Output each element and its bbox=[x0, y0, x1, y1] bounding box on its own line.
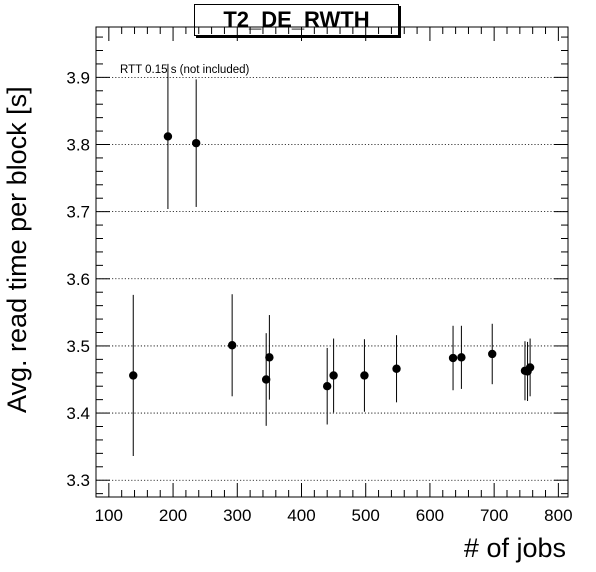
y-tick-label: 3.3 bbox=[66, 471, 90, 490]
x-axis-title: # of jobs bbox=[464, 533, 566, 563]
tick-labels: 3.3 3.4 3.5 3.6 3.7 3.8 3.9 100 200 300 400 500 600 7… bbox=[66, 68, 572, 525]
data-point bbox=[129, 371, 138, 380]
y-tick-label: 3.8 bbox=[66, 136, 90, 155]
y-tick-label: 3.4 bbox=[66, 404, 90, 423]
data-point bbox=[322, 382, 332, 391]
y-tick-label: 3.6 bbox=[66, 270, 90, 289]
chart-title: T2_DE_RWTH bbox=[194, 4, 399, 36]
data-point bbox=[360, 371, 369, 380]
plot-frame bbox=[95, 26, 569, 498]
data-point bbox=[191, 138, 201, 148]
x-tick-label: 300 bbox=[223, 506, 251, 525]
data-point bbox=[265, 353, 274, 362]
data-point bbox=[488, 349, 497, 359]
y-axis-title: Avg. read time per block [s] bbox=[2, 86, 32, 413]
x-tick-label: 700 bbox=[480, 506, 508, 525]
axis-ticks bbox=[95, 27, 568, 497]
data-point bbox=[448, 353, 458, 363]
y-tick-label: 3.7 bbox=[66, 203, 90, 222]
x-tick-label: 100 bbox=[95, 506, 123, 525]
data-point bbox=[227, 341, 237, 350]
data-point bbox=[261, 375, 271, 384]
data-points bbox=[129, 63, 535, 457]
x-tick-label: 500 bbox=[352, 506, 380, 525]
data-point bbox=[392, 364, 401, 373]
x-tick-label: 800 bbox=[544, 506, 572, 525]
x-tick-label: 400 bbox=[287, 506, 315, 525]
data-point bbox=[329, 371, 338, 380]
y-tick-label: 3.9 bbox=[66, 68, 90, 87]
data-point bbox=[457, 353, 466, 362]
data-point bbox=[525, 363, 535, 372]
annotation-text: RTT 0.15 s (not included) bbox=[120, 64, 250, 76]
y-tick-label: 3.5 bbox=[66, 337, 90, 356]
x-tick-label: 600 bbox=[416, 506, 444, 525]
x-tick-label: 200 bbox=[159, 506, 187, 525]
data-point bbox=[163, 132, 173, 141]
